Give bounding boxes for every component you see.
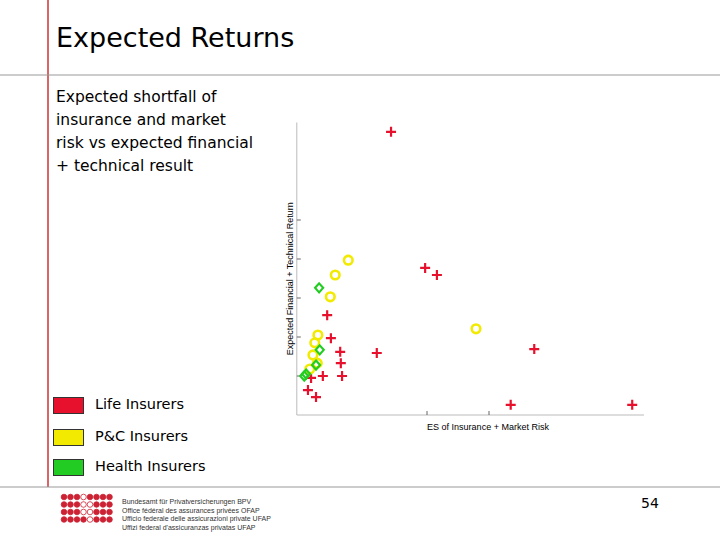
title: Expected Returns [56, 22, 294, 53]
x-axis [297, 415, 644, 416]
y-tick [297, 259, 301, 260]
point [420, 263, 430, 273]
x-tick [489, 411, 490, 415]
legend-swatch [53, 429, 84, 446]
point [506, 400, 516, 410]
y-tick [297, 298, 301, 299]
slide-rule [0, 75, 720, 76]
point [322, 310, 332, 320]
point [303, 385, 313, 395]
y-axis [296, 123, 297, 416]
point [312, 361, 320, 370]
point [337, 371, 347, 381]
y-tick [297, 220, 301, 221]
y-axis-label: Expected Financial + Technical Return [285, 202, 295, 355]
point [310, 339, 319, 348]
point [372, 348, 382, 358]
point [300, 372, 308, 381]
slide-rule [47, 0, 49, 487]
point [326, 293, 335, 302]
plot-area [300, 127, 637, 410]
point [472, 325, 481, 334]
legend-label: Life Insurers [95, 396, 184, 412]
footer-text: Bundesamt für Privatversicherungen BPV [122, 498, 251, 506]
footer-text: Ufficio federale delle assicurazioni pri… [122, 515, 271, 523]
point [326, 333, 336, 343]
slide-rule [0, 487, 720, 488]
point [318, 371, 328, 381]
logo [61, 494, 112, 522]
point [316, 345, 324, 354]
x-axis-label: ES of Insurance + Market Risk [427, 422, 549, 432]
subtitle: Expected shortfall of insurance and mark… [56, 86, 256, 178]
footer-text: Office fédéral des assurances privées OF… [122, 507, 260, 515]
point [311, 392, 321, 402]
point [432, 270, 442, 280]
page-number: 54 [641, 495, 659, 511]
point [627, 400, 637, 410]
point [335, 347, 345, 357]
point [336, 358, 346, 368]
legend-swatch [53, 459, 84, 476]
legend-label: Health Insurers [95, 458, 206, 474]
footer-text: Uffizi federal d'assicuranzas privatas U… [122, 524, 256, 532]
y-tick [297, 337, 301, 338]
x-tick [427, 411, 428, 415]
point [315, 283, 323, 292]
point [344, 256, 353, 265]
legend-swatch [53, 397, 84, 414]
point [331, 271, 340, 280]
point [386, 127, 396, 137]
legend-label: P&C Insurers [95, 428, 188, 444]
point [529, 344, 539, 354]
